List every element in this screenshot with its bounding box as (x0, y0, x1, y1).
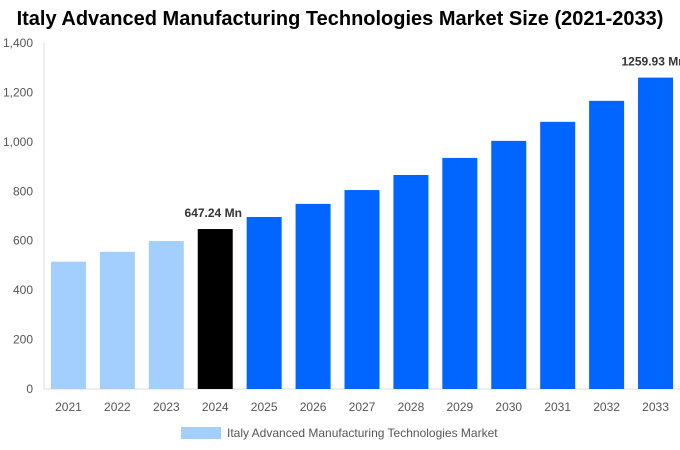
data-label-2033: 1259.93 Mn (622, 55, 680, 69)
bar-2030 (491, 140, 527, 389)
bar-2033 (638, 77, 674, 389)
bar-2022 (99, 251, 135, 389)
x-tick-label: 2023 (153, 400, 180, 414)
y-tick-label: 1,400 (3, 36, 33, 50)
data-label-2024: 647.24 Mn (185, 206, 242, 220)
bar-2029 (442, 157, 478, 389)
bar-2032 (589, 100, 625, 390)
y-tick-label: 400 (13, 283, 33, 297)
x-tick-label: 2032 (593, 400, 620, 414)
legend-label: Italy Advanced Manufacturing Technologie… (227, 426, 498, 440)
legend: Italy Advanced Manufacturing Technologie… (181, 426, 498, 440)
legend-swatch (181, 427, 221, 439)
x-tick-label: 2028 (398, 400, 425, 414)
bar-2021 (50, 261, 86, 389)
y-tick-label: 1,000 (3, 135, 33, 149)
x-tick-label: 2024 (202, 400, 229, 414)
x-tick-label: 2031 (544, 400, 571, 414)
x-tick-label: 2026 (300, 400, 327, 414)
bar-2028 (393, 174, 429, 389)
x-tick-label: 2021 (55, 400, 82, 414)
x-tick-label: 2030 (495, 400, 522, 414)
y-tick-label: 1,200 (3, 85, 33, 99)
x-tick-label: 2033 (642, 400, 669, 414)
x-tick-label: 2022 (104, 400, 131, 414)
bar-2025 (246, 216, 282, 389)
bar-2024 (197, 229, 233, 389)
chart-title: Italy Advanced Manufacturing Technologie… (16, 8, 664, 30)
bar-2026 (295, 203, 331, 389)
bar-2031 (540, 121, 576, 390)
x-tick-label: 2027 (349, 400, 376, 414)
x-tick-label: 2025 (251, 400, 278, 414)
y-tick-label: 600 (13, 234, 33, 248)
x-tick-label: 2029 (446, 400, 473, 414)
bar-2023 (148, 240, 184, 389)
y-tick-label: 800 (13, 184, 33, 198)
bar-2027 (344, 190, 380, 389)
y-tick-label: 0 (26, 382, 33, 396)
y-tick-label: 200 (13, 333, 33, 347)
